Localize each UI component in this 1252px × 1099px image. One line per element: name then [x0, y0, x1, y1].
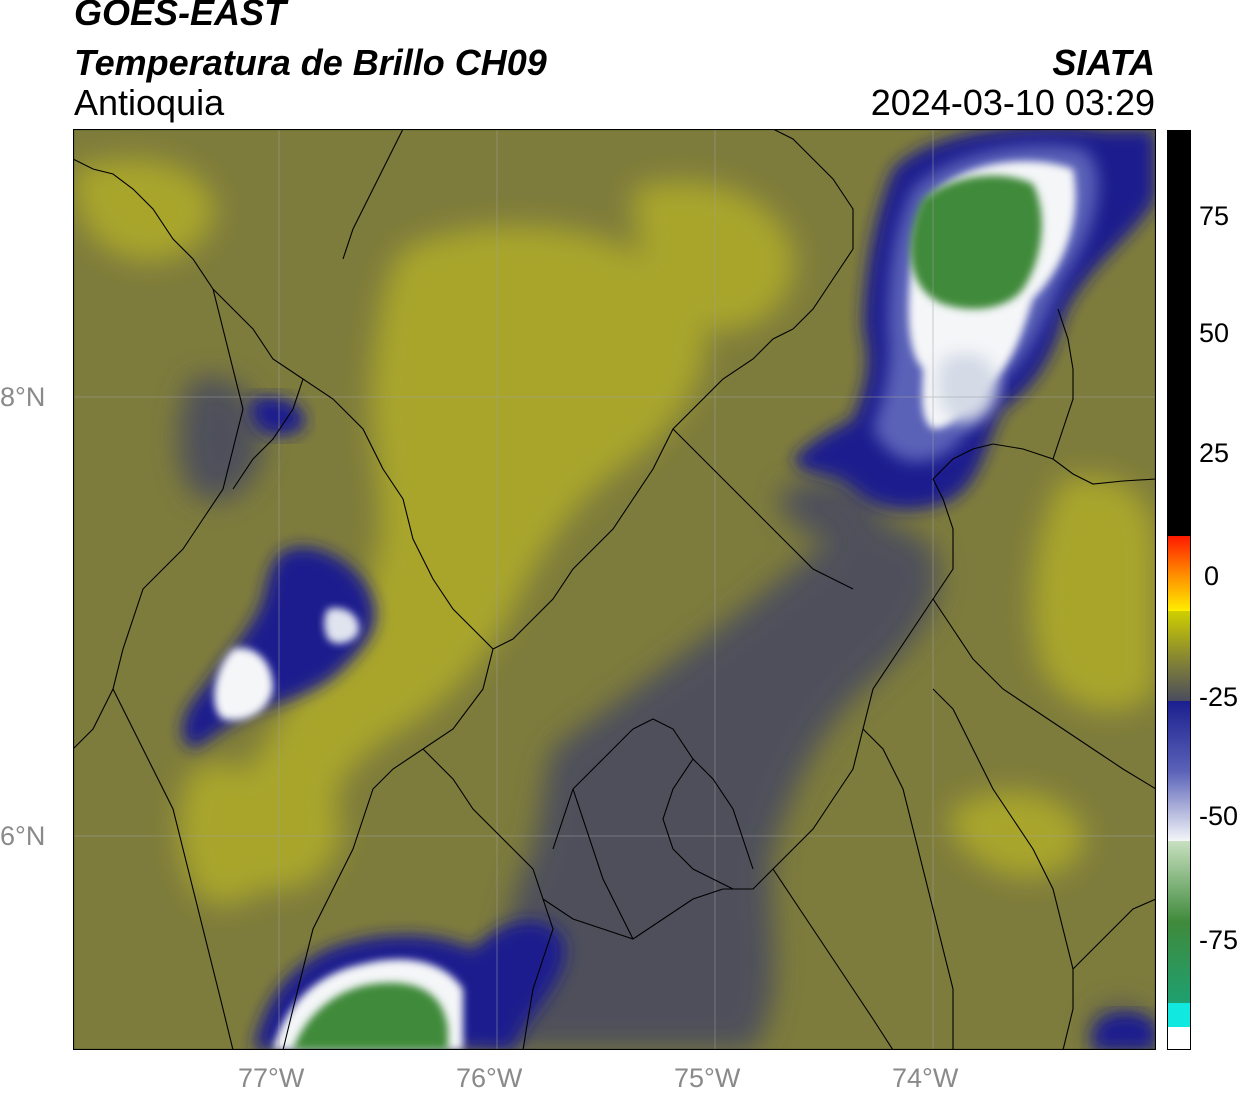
title-datetime: 2024-03-10 03:29: [870, 82, 1155, 123]
colorbar-tick-minus50: -50: [1199, 801, 1239, 831]
lon-label-76w: 76°W: [456, 1063, 523, 1093]
colorbar-tick-0: 0: [1204, 561, 1220, 591]
title-satellite: GOES-EAST: [74, 0, 287, 33]
cloud-northeast: [793, 129, 1156, 510]
colorbar-white-blue-segment: [1168, 701, 1190, 841]
colorbar-black-segment: [1168, 131, 1190, 536]
lon-label-77w: 77°W: [238, 1063, 305, 1093]
colorbar-tick-minus75: -75: [1199, 925, 1239, 955]
colorbar-tick-75: 75: [1199, 201, 1230, 231]
colorbar-warm-segment: [1168, 536, 1190, 611]
yellow-olive-areas: [73, 159, 1156, 905]
cloud-south: [253, 920, 1156, 1050]
colorbar-olive-segment: [1168, 611, 1190, 701]
lon-label-75w: 75°W: [674, 1063, 741, 1093]
graticule: [73, 129, 1156, 1050]
title-product: Temperatura de Brillo CH09: [74, 42, 547, 83]
colorbar-green-segment: [1168, 841, 1190, 1003]
lon-label-74w: 74°W: [892, 1063, 959, 1093]
title-region: Antioquia: [74, 82, 225, 123]
brightness-temperature-map: [73, 129, 1156, 1050]
colorbar-tick-minus25: -25: [1199, 682, 1239, 712]
colorbar: [1167, 130, 1191, 1050]
boundary-lines: [73, 129, 1156, 1050]
colorbar-tick-50: 50: [1199, 318, 1230, 348]
lat-label-8n: 8°N: [0, 382, 46, 412]
lat-label-6n: 6°N: [0, 821, 46, 851]
colorbar-tick-25: 25: [1199, 438, 1230, 468]
colorbar-cyan-segment: [1168, 1003, 1190, 1027]
title-agency: SIATA: [1052, 42, 1155, 83]
